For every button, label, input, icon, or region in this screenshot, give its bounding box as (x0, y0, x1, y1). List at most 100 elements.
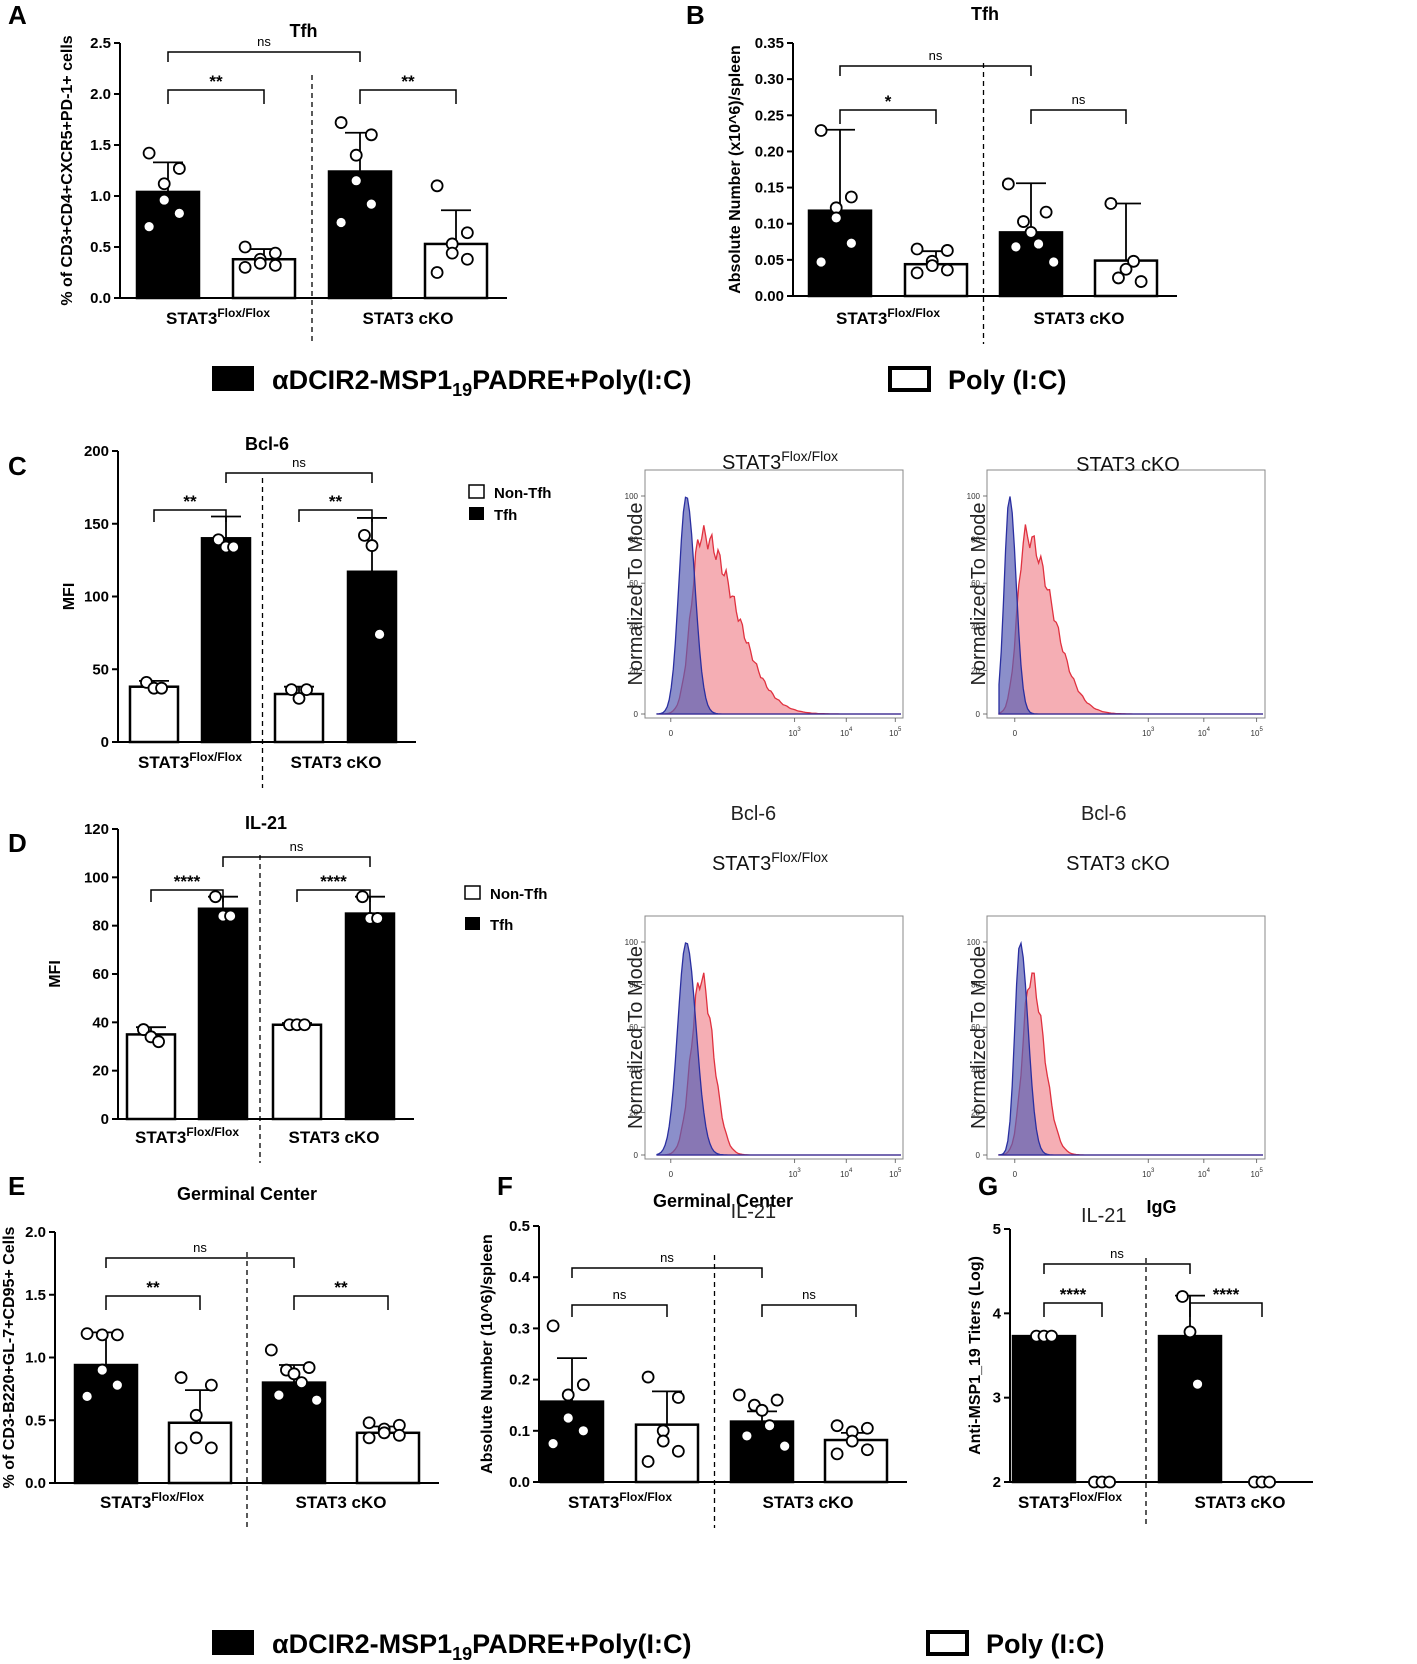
significance-bracket (105, 1295, 201, 1310)
y-tick-label: 1.5 (25, 1287, 46, 1304)
panel-letter: E (8, 1171, 25, 1201)
y-tick-label: 0.00 (755, 288, 784, 305)
legend-filled-label: αDCIR2-MSP119PADRE+Poly(I:C) (272, 365, 691, 400)
data-point (287, 1367, 301, 1381)
legend-swatch-filled (212, 1630, 254, 1655)
data-point (238, 260, 252, 274)
bar (197, 907, 249, 1121)
significance-label: **** (174, 872, 201, 891)
group-label: STAT3Flox/Flox (100, 1490, 204, 1512)
bar (135, 190, 201, 300)
histogram-title: STAT3 cKO (1066, 853, 1170, 875)
x-tick-label: 0 (669, 1170, 674, 1179)
y-axis-label: Normalized To Mode (625, 946, 647, 1129)
data-point (740, 1429, 754, 1443)
significance-bracket (225, 472, 373, 483)
data-point (358, 528, 371, 542)
significance-label: ns (613, 1287, 627, 1302)
data-point (238, 240, 252, 254)
data-point (1134, 275, 1148, 288)
chart-title: IgG (1147, 1197, 1177, 1217)
bar-chart-panel-d: D IL-21 0 20 40 60 80 100 120 MFI **** **** ns STAT3F… (8, 813, 414, 1163)
data-point (656, 1434, 670, 1448)
group-label: STAT3 cKO (1034, 309, 1125, 328)
y-tick-label: 20 (92, 1063, 109, 1080)
y-tick-label: 100 (967, 938, 981, 947)
x-axis-label: IL-21 (731, 1201, 777, 1223)
legend-open-label: Poly (I:C) (948, 365, 1067, 395)
data-point (189, 1408, 203, 1422)
data-point (576, 1424, 590, 1438)
data-point (300, 683, 313, 697)
data-point (302, 1361, 316, 1374)
data-point (142, 146, 156, 160)
data-point (172, 162, 186, 175)
panel-letter: G (978, 1171, 998, 1201)
data-point (110, 1378, 124, 1392)
data-point (1103, 1475, 1116, 1489)
y-tick-label: 0.0 (509, 1474, 530, 1491)
data-point (204, 1441, 218, 1455)
y-tick-label: 0.30 (755, 71, 784, 88)
data-point (364, 197, 378, 211)
significance-label: **** (320, 872, 347, 891)
data-point (860, 1443, 874, 1457)
y-axis-label: % of CD3-B220+GL-7+CD95+ Cells (1, 1226, 18, 1488)
significance-label: ns (257, 34, 271, 49)
y-tick-label: 60 (92, 966, 109, 983)
data-point (212, 533, 225, 547)
y-tick-label: 20 (629, 666, 638, 675)
y-tick-label: 1.5 (90, 137, 111, 154)
significance-bracket (153, 509, 227, 522)
significance-bracket (1043, 1263, 1191, 1274)
data-point (80, 1327, 94, 1341)
group-label: STAT3Flox/Flox (166, 306, 270, 328)
y-tick-label: 100 (625, 938, 639, 947)
y-tick-label: 60 (971, 1023, 980, 1032)
non-tfh-histogram (656, 496, 901, 715)
significance-label: ns (1110, 1246, 1124, 1261)
significance-label: ns (193, 1240, 207, 1255)
group-label: STAT3Flox/Flox (1018, 1490, 1122, 1512)
group-label: STAT3 cKO (296, 1493, 387, 1512)
panel-letter: A (8, 0, 27, 30)
legend-filled-label: αDCIR2-MSP119PADRE+Poly(I:C) (272, 1629, 691, 1664)
data-point (641, 1370, 655, 1384)
y-tick-label: 100 (967, 492, 981, 501)
data-point (1263, 1475, 1276, 1489)
x-tick-label: 0 (1013, 729, 1018, 738)
data-point (298, 1018, 311, 1032)
y-tick-label: 0 (101, 734, 109, 751)
y-tick-label: 1.0 (25, 1350, 46, 1367)
panel-letter: F (497, 1171, 513, 1201)
legend-swatch-tfh (465, 917, 480, 930)
y-tick-label: 2.0 (25, 1224, 46, 1241)
y-tick-label: 40 (971, 1066, 980, 1075)
panel-letter: C (8, 451, 27, 481)
y-tick-label: 20 (971, 1108, 980, 1117)
y-tick-label: 2 (993, 1474, 1001, 1491)
significance-bracket (167, 89, 265, 104)
y-tick-label: 100 (84, 589, 109, 606)
data-point (253, 256, 267, 270)
data-point (310, 1393, 324, 1407)
data-point (1017, 215, 1030, 228)
data-point (860, 1421, 874, 1435)
chart-title: IL-21 (245, 813, 287, 833)
chart-title: Tfh (971, 4, 999, 24)
y-tick-label: 0 (976, 1151, 981, 1160)
bar (271, 1023, 323, 1121)
data-point (264, 1343, 278, 1357)
data-point (940, 263, 954, 277)
x-tick-label: 0 (1013, 1170, 1018, 1179)
y-tick-label: 0.2 (509, 1372, 530, 1389)
significance-bracket (1043, 1302, 1103, 1317)
legend-swatch-open (888, 366, 931, 392)
data-point (334, 116, 348, 129)
data-point (356, 890, 369, 904)
bar-chart-panel-e: E Germinal Center 0.0 0.5 1.0 1.5 2.0 % of CD3-… (1, 1171, 439, 1528)
y-tick-label: 150 (84, 516, 109, 533)
y-tick-label: 40 (629, 623, 638, 632)
data-point (172, 206, 186, 220)
data-point (95, 1363, 109, 1377)
